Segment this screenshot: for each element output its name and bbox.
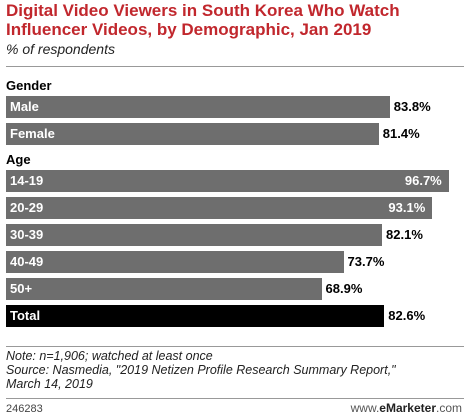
- bar-data-label: 82.6%: [388, 308, 426, 323]
- bar-category-label: 40-49: [10, 254, 44, 269]
- bar: [6, 123, 379, 145]
- logo-brand: eMarketer: [379, 401, 436, 415]
- bar-row-total: Total 82.6%: [6, 305, 464, 327]
- bar: [6, 170, 449, 192]
- bar: [6, 96, 390, 118]
- logo-suffix: .com: [435, 401, 462, 415]
- top-divider: [6, 66, 464, 67]
- bar-row: 50+ 68.9%: [6, 278, 464, 300]
- chart-title: Digital Video Viewers in South Korea Who…: [6, 1, 400, 39]
- bar-row: 40-49 73.7%: [6, 251, 464, 273]
- logo-prefix: www.: [350, 401, 380, 415]
- source-text: Source: Nasmedia, "2019 Netizen Profile …: [6, 363, 396, 391]
- chart-subtitle: % of respondents: [6, 41, 115, 57]
- bar-row: 30-39 82.1%: [6, 224, 464, 246]
- bar-data-label: 73.7%: [347, 254, 385, 269]
- bar-category-label: Female: [10, 126, 55, 141]
- bar-category-label: Total: [10, 308, 41, 323]
- bar-row: 14-19 96.7%: [6, 170, 464, 192]
- bar-row: Female 81.4%: [6, 123, 464, 145]
- bar: [6, 278, 322, 300]
- bar-category-label: Male: [10, 99, 39, 114]
- bar: [6, 224, 382, 246]
- bottom-divider: [6, 398, 464, 399]
- bar-category-label: 14-19: [10, 173, 44, 188]
- bar-row: Male 83.8%: [6, 96, 464, 118]
- footer-divider: [6, 346, 464, 347]
- chart-notes: Note: n=1,906; watched at least once Sou…: [6, 349, 464, 391]
- bar: [6, 197, 433, 219]
- bar-data-label: 83.8%: [393, 99, 431, 114]
- chart-id: 246283: [6, 403, 43, 415]
- bar-category-label: 30-39: [10, 227, 44, 242]
- bar-category-label: 20-29: [10, 200, 44, 215]
- bar-total: [6, 305, 385, 327]
- bar-data-label: 96.7%: [404, 173, 442, 188]
- group-label-age: Age: [6, 152, 31, 167]
- bar-data-label: 93.1%: [388, 200, 426, 215]
- bar-data-label: 82.1%: [386, 227, 423, 242]
- bar-data-label: 81.4%: [382, 126, 420, 141]
- bar-row: 20-29 93.1%: [6, 197, 464, 219]
- bar-category-label: 50+: [10, 281, 33, 296]
- emarketer-logo[interactable]: www.eMarketer.com: [351, 401, 462, 415]
- bar: [6, 251, 344, 273]
- bar-data-label: 68.9%: [325, 281, 363, 296]
- group-label-gender: Gender: [6, 78, 52, 93]
- note-text: Note: n=1,906; watched at least once: [6, 349, 213, 363]
